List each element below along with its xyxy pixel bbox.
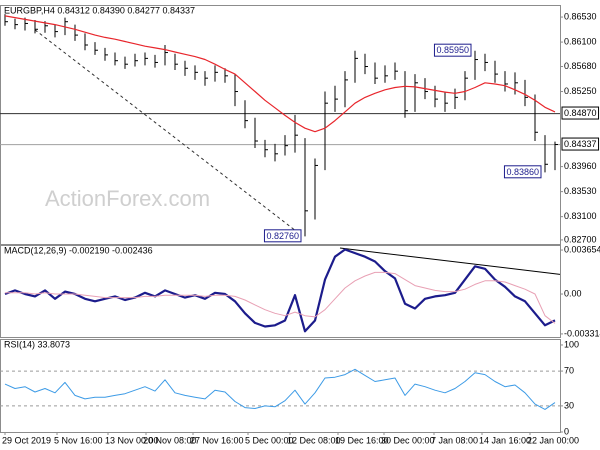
y-tick-label: 0.83530 (564, 186, 597, 196)
x-tick-label: 14 Jan 16:00 (479, 435, 531, 445)
x-tick-label: 19 Dec 16:00 (335, 435, 389, 445)
series-line (4, 15, 556, 133)
y-tick-label: 70 (564, 365, 574, 375)
y-tick-label: 0.86100 (564, 36, 597, 46)
watermark: ActionForex.com (45, 186, 210, 211)
trendline (339, 247, 561, 275)
y-tick-label: -0.003314 (564, 328, 600, 338)
series-line (5, 271, 556, 324)
price-label: 0.83860 (506, 167, 539, 177)
price-tag: 0.84337 (564, 139, 597, 149)
price-tag-box (561, 137, 600, 151)
rsi-panel-frame (0, 339, 561, 433)
y-tick-label: 0.82700 (564, 234, 597, 244)
price-tag: 0.84870 (564, 108, 597, 118)
price-label-box (433, 43, 472, 57)
x-tick-label: 22 Jan 00:00 (527, 435, 579, 445)
x-tick-label: 5 Nov 16:00 (54, 435, 103, 445)
y-tick-label: 0.86530 (564, 11, 597, 21)
panel-title: MACD(12,26,9) -0.002190 -0.002436 (4, 245, 153, 255)
y-tick-label: 0.85680 (564, 61, 597, 71)
y-tick-label: 100 (564, 339, 579, 349)
x-tick-label: 30 Dec 00:00 (381, 435, 435, 445)
x-tick-label: 27 Nov 16:00 (190, 435, 244, 445)
y-tick-label: 0.83100 (564, 211, 597, 221)
y-tick-label: 0.85250 (564, 86, 597, 96)
price-tag-box (561, 106, 600, 120)
series-line (4, 368, 556, 410)
y-tick-label: 0.83960 (564, 161, 597, 171)
price-label-box (263, 229, 302, 243)
price-label-box (503, 165, 542, 179)
y-tick-label: 0 (564, 426, 569, 436)
panel-title: RSI(14) 33.8073 (4, 339, 70, 349)
macd-panel-frame (0, 245, 561, 338)
x-tick-label: 20 Nov 08:00 (143, 435, 197, 445)
price-label: 0.82760 (266, 231, 299, 241)
x-tick-label: 29 Oct 2019 (2, 435, 51, 445)
series-line (4, 248, 556, 333)
panel-title: EURGBP,H4 0.84312 0.84390 0.84277 0.8433… (4, 5, 195, 15)
x-tick-label: 12 Dec 08:00 (287, 435, 341, 445)
trendline (34, 29, 298, 233)
x-tick-label: 5 Dec 00:00 (245, 435, 294, 445)
y-tick-label: 30 (564, 400, 574, 410)
price-panel-frame (0, 5, 561, 245)
y-tick-label: 0.00 (564, 288, 582, 298)
price-label: 0.85950 (436, 45, 469, 55)
x-tick-label: 13 Nov 00:00 (105, 435, 159, 445)
x-tick-label: 7 Jan 08:00 (431, 435, 478, 445)
y-tick-label: 0.003654 (564, 244, 600, 254)
